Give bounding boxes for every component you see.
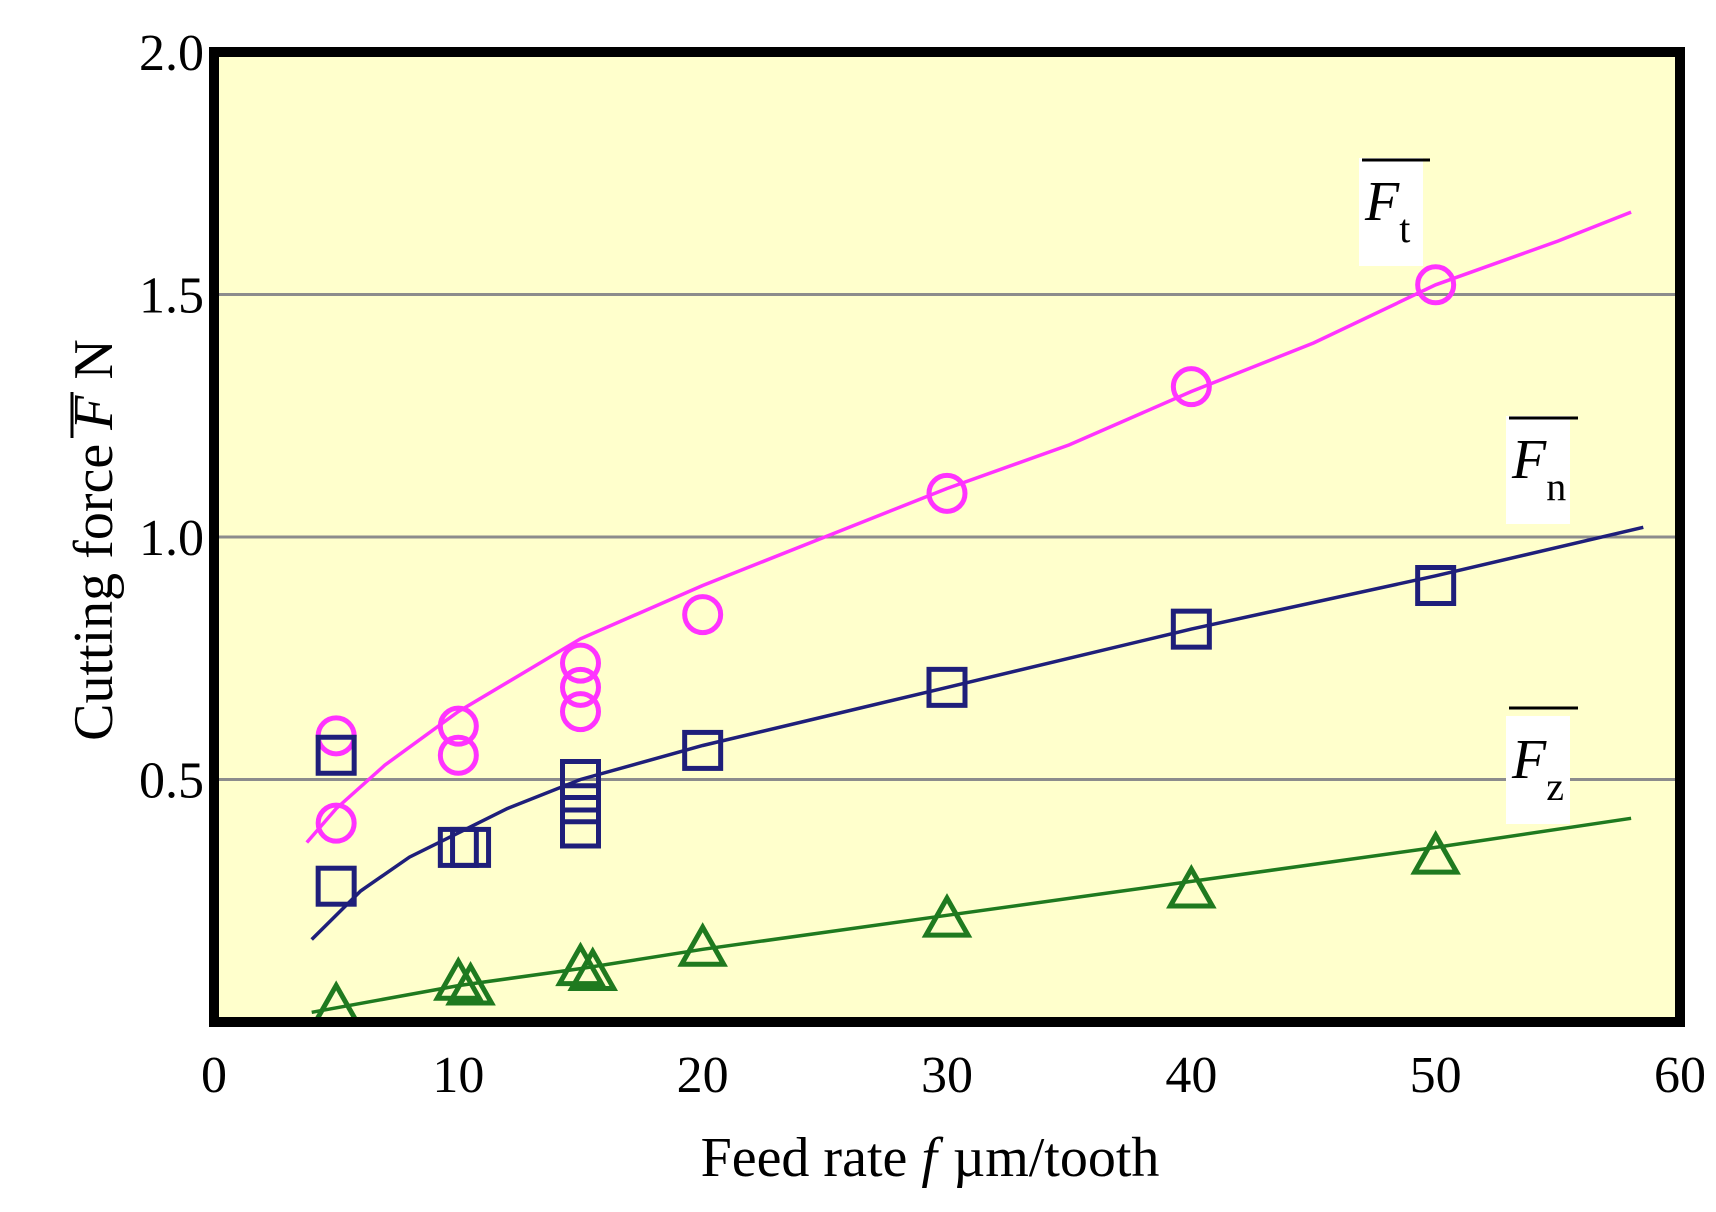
marker-Fn-10: [1415, 565, 1457, 606]
series-label-bg-Fz: [1506, 716, 1570, 824]
fit-line-Fn: [310, 525, 1644, 941]
x-tick-label-20: 20: [677, 1047, 729, 1104]
marker-Fz-5: [677, 922, 728, 967]
marker-Fn-6: [560, 807, 601, 849]
marker-Fn-8: [926, 666, 968, 708]
gridlines: [214, 293, 1680, 781]
x-tick-label-60: 60: [1654, 1047, 1706, 1104]
series-labels: Ft Fn Fz: [1359, 158, 1578, 824]
marker-Fn-9: [1170, 608, 1212, 650]
marker-Ft-10: [1415, 264, 1457, 306]
marker-Fz-2: [445, 960, 496, 1006]
marker-Fn-1: [315, 865, 357, 907]
marker-Ft-1: [315, 802, 357, 844]
y-tick-label-2.0: 2.0: [139, 25, 204, 82]
marker-Ft-5: [560, 666, 601, 708]
marker-Ft-3: [437, 734, 479, 776]
y-tick-label-1.0: 1.0: [139, 510, 204, 567]
marker-Ft-6: [560, 691, 601, 733]
marker-Fz-7: [1166, 863, 1217, 909]
x-tick-label-30: 30: [921, 1047, 973, 1104]
marker-Ft-7: [682, 594, 724, 636]
marker-Fn-7: [682, 729, 724, 771]
marker-Ft-4: [560, 642, 601, 684]
marker-Fz-1: [433, 956, 484, 1001]
marker-Fn-4: [560, 759, 601, 800]
marker-Ft-9: [1170, 366, 1212, 408]
x-tick-label-10: 10: [432, 1047, 484, 1104]
y-tick-label-1.5: 1.5: [139, 268, 204, 325]
series-label-Fn: Fn: [1511, 429, 1566, 509]
y-tick-label-0.5: 0.5: [139, 753, 204, 810]
marker-Fn-0: [315, 734, 357, 776]
x-axis-title: Feed rate f µm/tooth: [701, 1127, 1160, 1189]
series-label-Ft: Ft: [1364, 171, 1410, 251]
plot-frame: [209, 47, 1685, 1027]
x-tick-labels: 0 10 20 30 40 50 60: [201, 1047, 1706, 1104]
y-tick-labels: 0.5 1.0 1.5 2.0: [139, 25, 204, 810]
marker-Ft-2: [437, 705, 479, 747]
marker-Fz-3: [555, 941, 606, 987]
marker-Fn-3: [450, 826, 492, 868]
marker-Fz-4: [567, 946, 619, 991]
marker-Fz-8: [1410, 830, 1461, 875]
marker-Fz-6: [921, 893, 973, 938]
x-tick-label-40: 40: [1165, 1047, 1217, 1104]
marker-Ft-8: [926, 472, 968, 514]
series-label-bg-Ft: [1359, 158, 1423, 266]
x-tick-label-50: 50: [1410, 1047, 1462, 1104]
series-label-bg-Fn: [1506, 416, 1570, 524]
series-label-Fz: Fz: [1511, 729, 1564, 809]
x-tick-label-0: 0: [201, 1047, 227, 1104]
marker-Fn-5: [560, 783, 601, 825]
fit-line-Ft: [305, 210, 1632, 844]
